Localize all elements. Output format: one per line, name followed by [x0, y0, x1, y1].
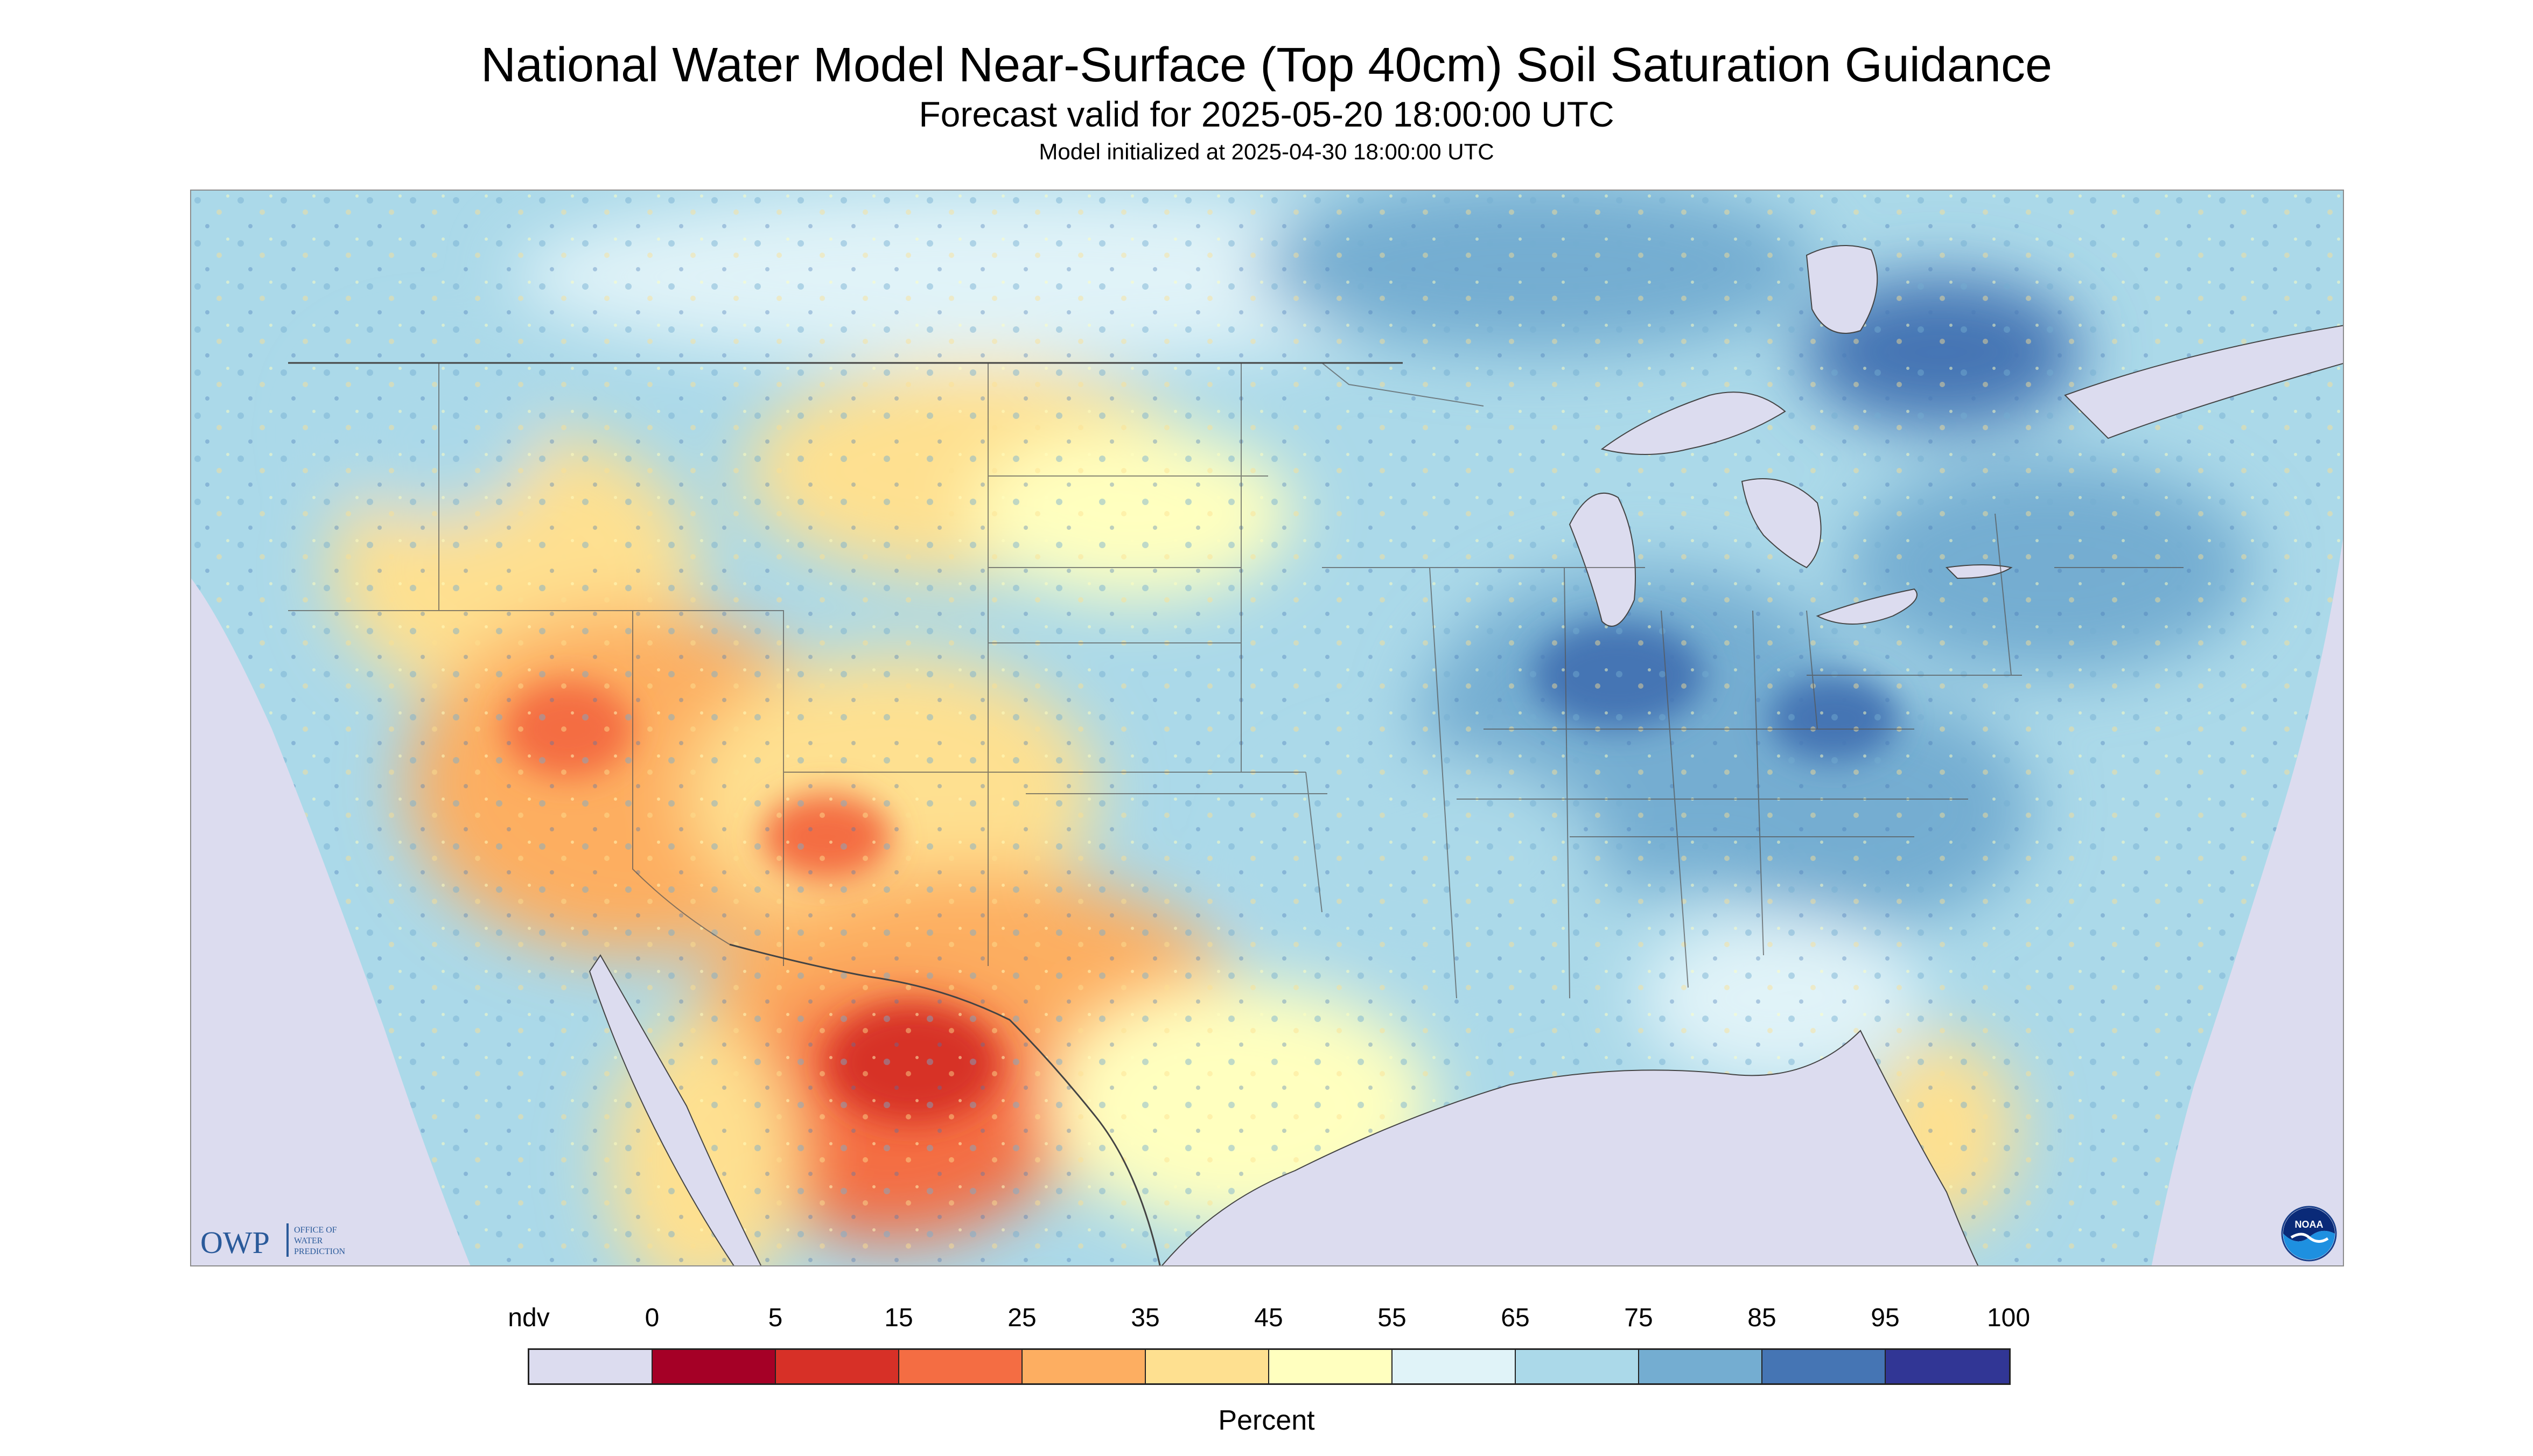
legend-tick-label: 45 — [1254, 1304, 1283, 1332]
model-init-line: Model initialized at 2025-04-30 18:00:00… — [1039, 139, 1494, 164]
legend-tick-label: 25 — [1007, 1304, 1037, 1332]
map-title: National Water Model Near-Surface (Top 4… — [480, 38, 2052, 92]
legend-swatch-ndv — [529, 1350, 653, 1383]
noaa-mark: NOAA — [2295, 1219, 2324, 1230]
lake-ontario — [1945, 564, 2013, 579]
owp-logo: OWP OFFICE OF WATER PREDICTION — [200, 1222, 373, 1260]
legend-tick-label: 65 — [1501, 1304, 1530, 1332]
legend-swatch — [1639, 1350, 1762, 1383]
noaa-logo: NOAA — [2281, 1206, 2337, 1262]
land-field — [191, 191, 2343, 1265]
gulf-of-mexico — [1161, 1030, 1979, 1265]
us-mexico-border — [729, 943, 1161, 1265]
legend-tick-label: 5 — [768, 1304, 783, 1332]
legend-swatch — [1146, 1350, 1269, 1383]
st-lawrence — [2064, 325, 2343, 439]
legend-ndv-label: ndv — [508, 1304, 550, 1332]
legend-tick-label: 15 — [884, 1304, 913, 1332]
legend-swatch — [776, 1350, 899, 1383]
legend-swatch — [1516, 1350, 1639, 1383]
legend-swatch — [1886, 1350, 2009, 1383]
lake-nipigon-area — [1806, 245, 1878, 334]
legend-tick-label: 95 — [1871, 1304, 1900, 1332]
map-canvas — [191, 191, 2343, 1265]
legend-swatch — [1762, 1350, 1886, 1383]
legend-tick-label: 100 — [1986, 1304, 2031, 1332]
lake-huron — [1741, 478, 1822, 569]
legend-unit-label: Percent — [1218, 1405, 1315, 1436]
legend-colorbar — [528, 1348, 2011, 1385]
owp-divider — [286, 1223, 289, 1257]
legend-tick-label: 85 — [1747, 1304, 1776, 1332]
owp-text-3: PREDICTION — [294, 1247, 346, 1256]
water-bodies — [589, 245, 2343, 1265]
owp-text-1: OFFICE OF — [294, 1226, 337, 1235]
owp-text-2: WATER — [294, 1236, 323, 1245]
lake-erie — [1816, 588, 1918, 625]
forecast-valid-subtitle: Forecast valid for 2025-05-20 18:00:00 U… — [919, 94, 1614, 134]
legend-tick-label: 35 — [1131, 1304, 1160, 1332]
legend-swatch — [1269, 1350, 1393, 1383]
legend-swatch — [1023, 1350, 1146, 1383]
gulf-of-california — [589, 954, 762, 1265]
owp-mark: OWP — [200, 1225, 270, 1260]
legend-swatch — [653, 1350, 776, 1383]
legend-swatch — [1393, 1350, 1516, 1383]
legend-tick-label: 75 — [1624, 1304, 1653, 1332]
soil-saturation-map: OWP OFFICE OF WATER PREDICTION NOAA — [190, 190, 2344, 1266]
lake-superior — [1600, 391, 1786, 455]
legend-tick-label: 55 — [1377, 1304, 1407, 1332]
lake-michigan — [1569, 492, 1636, 627]
legend-tick-label: 0 — [645, 1304, 660, 1332]
legend-swatch — [899, 1350, 1023, 1383]
state-borders — [288, 362, 2184, 999]
